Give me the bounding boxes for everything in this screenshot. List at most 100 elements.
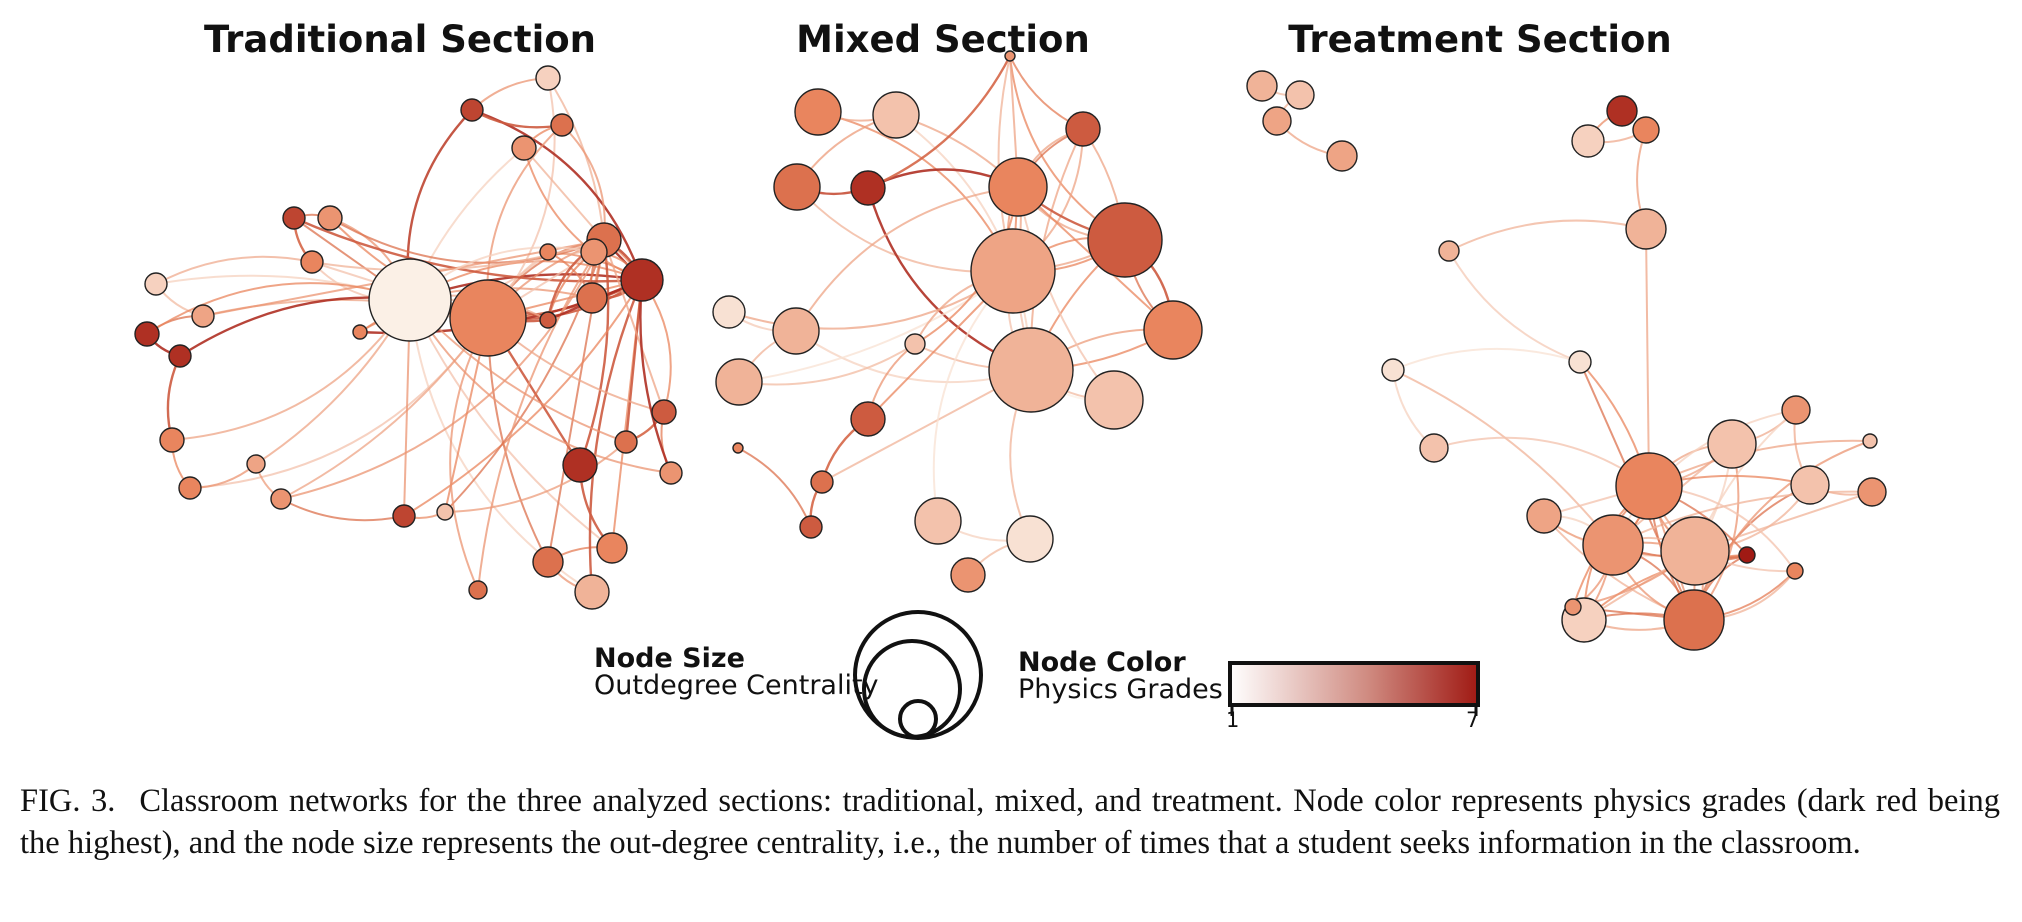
mixed-student-node [810, 470, 834, 494]
traditional-student-node [614, 430, 638, 454]
mixed-student-node [799, 515, 823, 539]
treatment-student-node [1568, 350, 1592, 374]
mixed-student-node [850, 170, 886, 206]
treatment-student-node [1419, 433, 1449, 463]
mixed-student-node [914, 497, 962, 545]
caption-label: FIG. 3. [20, 783, 116, 819]
mixed-student-node [773, 163, 821, 211]
mixed-student-node [950, 557, 986, 593]
color-scale-max-label: 7 [1466, 708, 1480, 732]
network-edge [795, 186, 1019, 332]
treatment-student-node [1632, 116, 1660, 144]
treatment-student-node [1246, 70, 1278, 102]
node-color-legend-title: Node Color [1018, 647, 1186, 678]
network-edge [578, 239, 610, 466]
traditional-student-node [580, 238, 608, 266]
traditional-student-node [246, 454, 266, 474]
traditional-student-node [368, 258, 452, 342]
color-scale-bar [1228, 661, 1480, 707]
traditional-student-node [539, 243, 557, 261]
network-edge [603, 239, 665, 413]
traditional-student-node [449, 279, 527, 357]
mixed-student-node [1087, 202, 1163, 278]
mixed-student-node [1084, 370, 1144, 430]
network-edge [444, 441, 627, 513]
node-size-legend-title: Node Size [594, 643, 745, 674]
traditional-student-node [191, 304, 215, 328]
traditional-student-node [352, 324, 368, 340]
network-edge [166, 355, 182, 441]
traditional-student-node [159, 427, 185, 453]
traditional-student-node [532, 546, 564, 578]
node-size-legend-subtitle: Outdegree Centrality [594, 670, 879, 701]
treatment-student-node [1786, 562, 1804, 580]
treatment-student-node [1262, 106, 1292, 136]
mixed-student-node [794, 88, 842, 136]
traditional-student-node [651, 399, 677, 425]
network-edge [1392, 347, 1581, 371]
traditional-student-node [596, 532, 628, 564]
network-edge [444, 239, 605, 513]
mixed-student-node [715, 358, 763, 406]
traditional-student-node [539, 311, 557, 329]
network-edge [1448, 219, 1647, 252]
size-legend-circles [853, 610, 983, 740]
traditional-student-node [511, 135, 537, 161]
traditional-student-node [436, 503, 454, 521]
treatment-student-node [1571, 124, 1605, 158]
treatment-student-node [1663, 589, 1725, 651]
size-legend-small [898, 699, 938, 739]
treatment-student-node [1781, 395, 1811, 425]
traditional-student-node [574, 574, 610, 610]
mixed-student-node [970, 228, 1056, 314]
traditional-student-node [620, 258, 664, 302]
traditional-student-node [270, 488, 292, 510]
network-edge [1017, 186, 1115, 401]
network-edge [280, 498, 405, 522]
mixed-student-node [850, 401, 886, 437]
network-edge [311, 239, 605, 272]
traditional-student-node [659, 461, 683, 485]
mixed-student-node [904, 333, 926, 355]
nodes-layer [134, 50, 1887, 651]
treatment-student-node [1857, 477, 1887, 507]
mixed-student-node [732, 442, 744, 454]
network-edge [471, 108, 563, 129]
traditional-student-node [144, 272, 168, 296]
network-edge [1693, 440, 1871, 621]
network-edge [155, 255, 313, 285]
treatment-student-node [1790, 465, 1830, 505]
network-edge [639, 279, 673, 474]
traditional-student-node [562, 447, 598, 483]
network-edge [867, 55, 1012, 190]
treatment-student-node [1707, 419, 1757, 469]
network-edge [409, 299, 613, 549]
network-edge [588, 279, 644, 593]
node-color-legend-subtitle: Physics Grades [1018, 674, 1223, 705]
network-edge [409, 299, 672, 474]
mixed-student-node [772, 307, 820, 355]
figure-caption: FIG. 3. Classroom networks for the three … [20, 780, 2000, 864]
network-edge [477, 239, 605, 591]
network-edge [1448, 250, 1581, 363]
traditional-student-node [178, 476, 202, 500]
treatment-student-node [1615, 452, 1683, 520]
caption-text: Classroom networks for the three analyze… [20, 783, 2000, 861]
network-edge [1612, 409, 1797, 546]
title-mixed-section: Mixed Section [796, 18, 1090, 61]
traditional-student-node [535, 65, 561, 91]
treatment-student-node [1326, 140, 1358, 172]
network-edge [1392, 369, 1614, 546]
network-edge [293, 216, 643, 283]
network-edge [523, 147, 643, 281]
mixed-student-node [1006, 515, 1054, 563]
traditional-student-node [300, 250, 324, 274]
network-edge [737, 447, 812, 528]
treatment-student-node [1438, 240, 1460, 262]
network-edge [329, 217, 605, 264]
mixed-student-node [988, 327, 1074, 413]
traditional-student-node [550, 113, 574, 137]
treatment-student-node [1660, 516, 1730, 586]
network-edge [189, 317, 489, 489]
mixed-student-node [872, 91, 920, 139]
